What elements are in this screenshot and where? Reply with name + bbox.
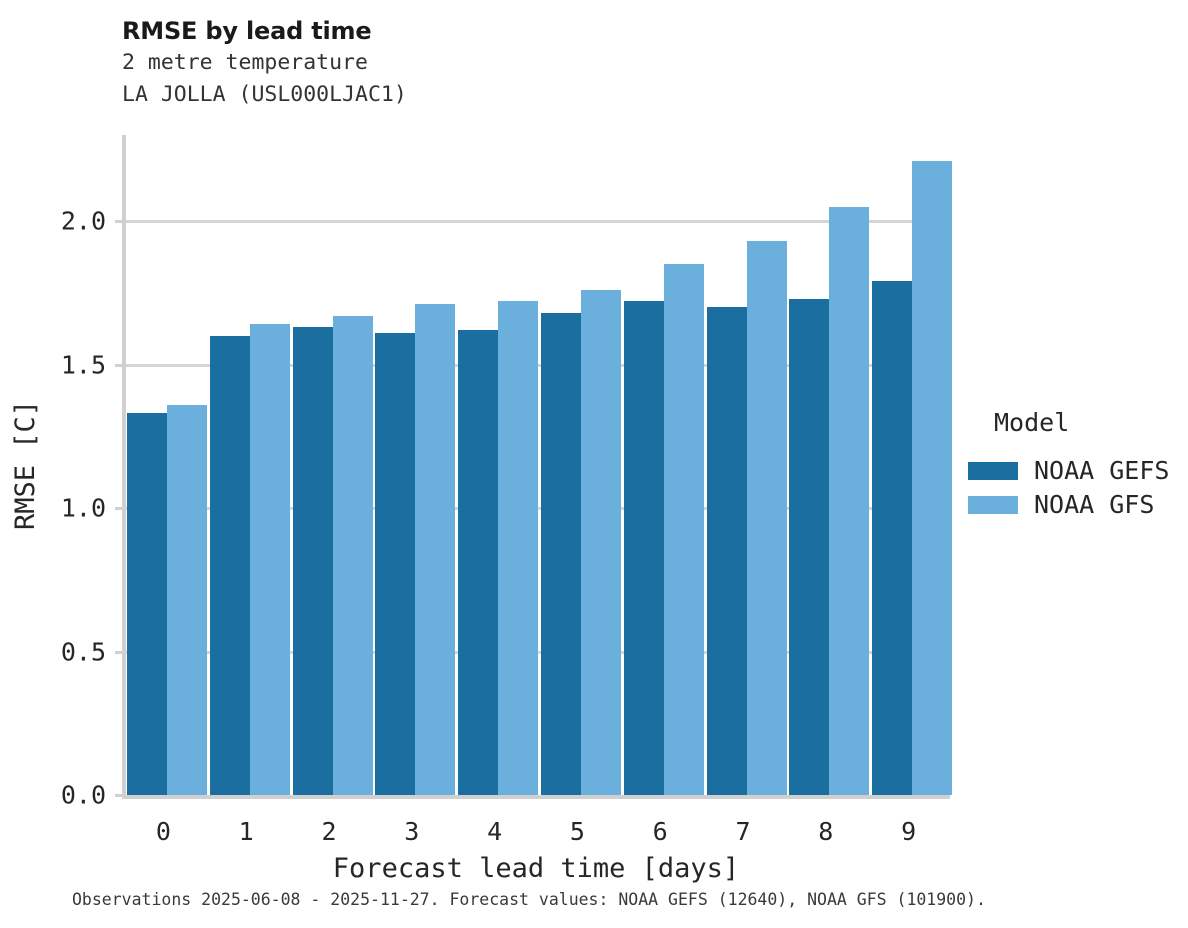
y-tick-label: 0.0 (60, 780, 106, 810)
y-axis-title: RMSE [C] (10, 399, 41, 531)
y-tick-label: 1.0 (60, 493, 106, 523)
bar-noaa-gfs-day-1[interactable] (249, 324, 290, 795)
bar-noaa-gefs-day-9[interactable] (872, 281, 913, 795)
bar-noaa-gefs-day-0[interactable] (127, 413, 167, 795)
y-tick-mark (115, 650, 122, 654)
bar-group (702, 135, 787, 795)
legend-item[interactable]: NOAA GFS (968, 488, 1183, 522)
legend-item-label: NOAA GFS (1034, 490, 1155, 519)
x-tick-label: 4 (487, 817, 503, 846)
bar-group (784, 135, 870, 795)
bar-noaa-gefs-day-4[interactable] (458, 330, 499, 795)
bar-noaa-gefs-day-1[interactable] (209, 335, 250, 795)
bar-noaa-gfs-day-2[interactable] (332, 315, 373, 795)
x-tick-label: 7 (735, 817, 751, 846)
x-tick-label: 5 (569, 817, 585, 846)
x-tick-label: 3 (404, 817, 420, 846)
y-tick-mark (115, 363, 122, 367)
x-axis-spine (122, 795, 950, 799)
bar-noaa-gefs-day-5[interactable] (541, 312, 581, 795)
y-tick-mark (115, 794, 122, 797)
y-tick-mark (115, 220, 122, 224)
y-tick-label: 2.0 (60, 206, 106, 236)
x-tick-label: 6 (652, 817, 668, 846)
y-tick-label: 0.5 (60, 637, 106, 667)
bar-group (122, 135, 207, 795)
title-block: RMSE by lead time 2 metre temperature LA… (122, 16, 942, 111)
legend: Model NOAA GEFS NOAA GFS (968, 408, 1183, 522)
bar-noaa-gfs-day-9[interactable] (912, 160, 953, 795)
legend-swatch-icon (968, 496, 1018, 514)
x-axis-title: Forecast lead time [days] (332, 853, 740, 884)
bar-noaa-gfs-day-4[interactable] (498, 301, 539, 795)
bar-group (205, 135, 290, 795)
bar-noaa-gefs-day-8[interactable] (789, 298, 830, 795)
bar-noaa-gefs-day-3[interactable] (375, 333, 416, 795)
page-title: RMSE by lead time (122, 17, 372, 45)
bar-group (536, 135, 621, 795)
bar-noaa-gfs-day-7[interactable] (746, 241, 787, 795)
bar-noaa-gfs-day-0[interactable] (167, 404, 207, 795)
x-tick-label: 9 (901, 817, 917, 846)
legend-item-label: NOAA GEFS (1034, 456, 1170, 485)
bar-group (619, 135, 704, 795)
bar-noaa-gfs-day-8[interactable] (829, 206, 870, 795)
bar-noaa-gefs-day-2[interactable] (292, 327, 333, 795)
gridline (126, 220, 950, 224)
plot-area: 0.0 0.5 1.0 1.5 2.0 0 1 2 3 4 5 6 7 8 9 Forecast lead… (10, 135, 953, 884)
bar-noaa-gefs-day-6[interactable] (623, 301, 664, 795)
chart-subtitle-station: LA JOLLA (USL000LJAC1) (122, 82, 407, 107)
x-tick-label: 8 (818, 817, 834, 846)
y-tick-label: 1.5 (60, 350, 106, 380)
chart-caption: Observations 2025-06-08 - 2025-11-27. Fo… (72, 890, 986, 909)
y-axis-spine (122, 135, 126, 795)
bar-group (867, 135, 953, 795)
bar-noaa-gfs-day-3[interactable] (415, 304, 456, 795)
y-tick-mark (115, 507, 122, 511)
x-tick-label: 0 (155, 817, 171, 846)
bar-noaa-gefs-day-7[interactable] (706, 307, 747, 795)
bar-noaa-gfs-day-6[interactable] (663, 264, 704, 795)
bar-group (453, 135, 539, 795)
bar-group (370, 135, 456, 795)
legend-item[interactable]: NOAA GEFS (968, 454, 1183, 488)
legend-entries: NOAA GEFS NOAA GFS (968, 454, 1183, 522)
legend-title: Model (994, 408, 1070, 437)
x-tick-label: 2 (321, 817, 337, 846)
bar-noaa-gfs-day-5[interactable] (581, 289, 621, 795)
bar-group (288, 135, 373, 795)
chart-subtitle-variable: 2 metre temperature (122, 50, 368, 75)
legend-swatch-icon (968, 462, 1018, 480)
x-tick-label: 1 (238, 817, 254, 846)
